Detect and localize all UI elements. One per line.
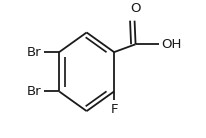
Text: F: F bbox=[110, 103, 118, 116]
Text: OH: OH bbox=[161, 38, 181, 51]
Text: Br: Br bbox=[27, 46, 42, 59]
Text: O: O bbox=[130, 2, 141, 15]
Text: Br: Br bbox=[27, 85, 42, 98]
